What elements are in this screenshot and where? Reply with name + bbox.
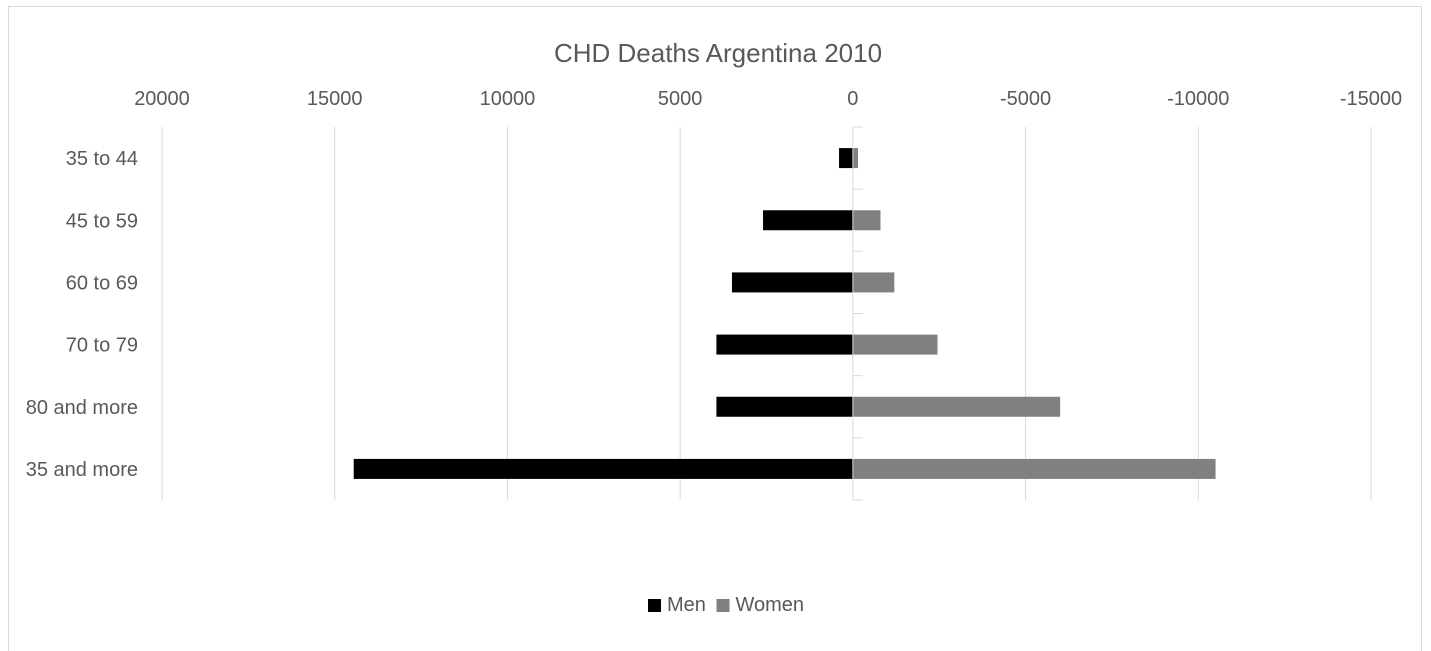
- chart-frame: [8, 6, 1422, 651]
- bar-women-70-to-79: [852, 334, 938, 355]
- chart-title: CHD Deaths Argentina 2010: [554, 38, 882, 68]
- x-axis-ticks: 20000 15000 10000 5000 0 -5000 -10000 -15000: [134, 88, 1402, 110]
- x-tick-label-10000: 10000: [480, 88, 536, 110]
- x-tick-label-5000: 5000: [658, 88, 703, 110]
- category-label-35-to-44: 35 to 44: [66, 148, 138, 170]
- bar-men-60-to-69: [731, 272, 853, 293]
- bar-women-80-and-more: [852, 396, 1061, 417]
- bar-men-45-to-59: [763, 210, 853, 231]
- bar-men-35-to-44: [839, 148, 853, 169]
- legend-label-women: Women: [736, 594, 805, 616]
- x-tick-label-5000: -5000: [1000, 88, 1051, 110]
- category-label-45-to-59: 45 to 59: [66, 210, 138, 232]
- x-tick-label-15000: 15000: [307, 88, 363, 110]
- bar-women-60-to-69: [852, 272, 895, 293]
- legend-swatch-men: [648, 599, 661, 612]
- x-tick-label-10000: -10000: [1167, 88, 1229, 110]
- category-axis: [852, 126, 863, 501]
- bars: [353, 148, 1216, 479]
- legend-label-men: Men: [667, 594, 706, 616]
- x-tick-label-15000: -15000: [1340, 88, 1402, 110]
- category-labels: 35 to 44 45 to 59 60 to 69 70 to 79 80 and m…: [26, 148, 138, 481]
- category-label-70-to-79: 70 to 79: [66, 335, 138, 357]
- x-tick-label-0: 0: [847, 88, 858, 110]
- gridlines: [161, 127, 1372, 500]
- bar-men-70-to-79: [716, 334, 853, 355]
- bar-women-35-to-44: [852, 148, 859, 169]
- category-label-80-and-more: 80 and more: [26, 397, 138, 419]
- bar-women-45-to-59: [852, 210, 881, 231]
- legend-swatch-women: [716, 599, 730, 612]
- category-label-60-to-69: 60 to 69: [66, 272, 138, 294]
- bar-men-80-and-more: [716, 396, 853, 417]
- x-tick-label-20000: 20000: [134, 88, 190, 110]
- legend: Men Women: [648, 594, 804, 616]
- category-label-35-and-more: 35 and more: [26, 459, 138, 481]
- bar-women-35-and-more: [852, 458, 1216, 479]
- bar-men-35-and-more: [353, 458, 853, 479]
